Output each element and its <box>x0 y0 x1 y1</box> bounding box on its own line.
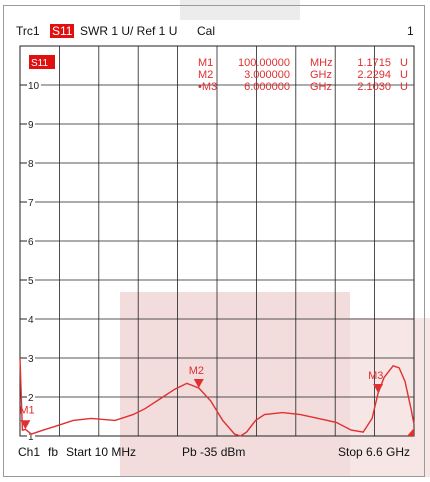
marker-readout-frequency: 6.000000 <box>244 81 290 93</box>
marker-readout: M1 100.00000 MHz 1.1715 U M2 3.000000 GHz 2.2294… <box>198 57 408 93</box>
trace-label[interactable]: Trc1 <box>16 24 40 38</box>
y-axis-ticks: 10 9 8 7 6 5 4 3 2 1 <box>20 79 41 443</box>
marker-readout-value-unit: U <box>400 57 408 69</box>
marker-symbols: M1 M2 M3 <box>19 365 414 436</box>
y-tick-label: 4 <box>28 315 34 326</box>
marker-triangle <box>20 420 31 430</box>
marker-readout-unit: MHz <box>310 57 333 69</box>
y-tick-label: 6 <box>28 237 34 248</box>
y-tick-label: 5 <box>28 276 34 287</box>
channel-footer: Ch1 fb Start 10 MHz Pb -35 dBm Stop 6.6 … <box>0 444 430 464</box>
y-tick-label-background <box>27 235 35 247</box>
calibration-status: Cal <box>197 24 216 38</box>
power-level[interactable]: Pb -35 dBm <box>182 445 246 459</box>
y-tick-label-background <box>27 391 35 403</box>
s-parameter-badge[interactable]: S11 <box>50 24 75 38</box>
marker-readout-value: 2.1030 <box>357 81 391 93</box>
y-tick-label: 2 <box>28 393 34 404</box>
marker-readout-frequency: 3.000000 <box>244 69 290 81</box>
marker-readout-value: 1.1715 <box>357 57 391 69</box>
fb-label: fb <box>48 445 59 459</box>
y-tick-label-background <box>27 79 41 91</box>
start-frequency[interactable]: Start 10 MHz <box>66 445 137 459</box>
y-tick-label: 9 <box>28 120 34 131</box>
trace-badge: S11 <box>31 58 48 69</box>
format-scale-label[interactable]: SWR 1 U/ Ref 1 U <box>80 24 178 38</box>
y-tick-label-background <box>27 430 35 442</box>
marker-readout-unit: GHz <box>310 81 332 93</box>
marker-readout-unit: GHz <box>310 69 332 81</box>
trace-header: Trc1 S11 SWR 1 U/ Ref 1 U Cal 1 <box>0 0 430 40</box>
y-tick-label-background <box>27 196 35 208</box>
y-tick-label-background <box>27 274 35 286</box>
background-tile <box>350 318 430 477</box>
marker-readout-value: 2.2294 <box>357 69 391 81</box>
marker-readout-name: M1 <box>198 57 213 69</box>
plot-grid <box>19 45 415 437</box>
trace-badge-background <box>29 55 55 69</box>
y-tick-label-background <box>27 313 35 325</box>
marker-triangle <box>373 383 384 393</box>
marker-readout-value-unit: U <box>400 69 408 81</box>
y-tick-label-background <box>27 352 35 364</box>
y-tick-label: 3 <box>28 354 34 365</box>
y-tick-label: 10 <box>28 81 40 92</box>
marker-triangle <box>193 379 204 389</box>
marker-readout-frequency: 100.00000 <box>238 57 290 69</box>
y-tick-label: 1 <box>28 432 34 443</box>
stop-edge-marker <box>407 428 414 436</box>
marker-label: M2 <box>189 365 204 377</box>
y-tick-label-background <box>27 157 35 169</box>
channel-label[interactable]: Ch1 <box>18 445 41 459</box>
stop-frequency[interactable]: Stop 6.6 GHz <box>338 445 411 459</box>
marker-label: M1 <box>19 404 34 416</box>
y-tick-label: 8 <box>28 159 34 170</box>
marker-label: M3 <box>368 370 383 382</box>
background-tile <box>120 292 350 477</box>
marker-readout-value-unit: U <box>400 81 408 93</box>
channel-index: 1 <box>407 24 414 38</box>
y-tick-label: 7 <box>28 198 34 209</box>
marker-readout-name: •M3 <box>198 81 217 93</box>
marker-readout-name: M2 <box>198 69 213 81</box>
y-tick-label-background <box>27 118 35 130</box>
